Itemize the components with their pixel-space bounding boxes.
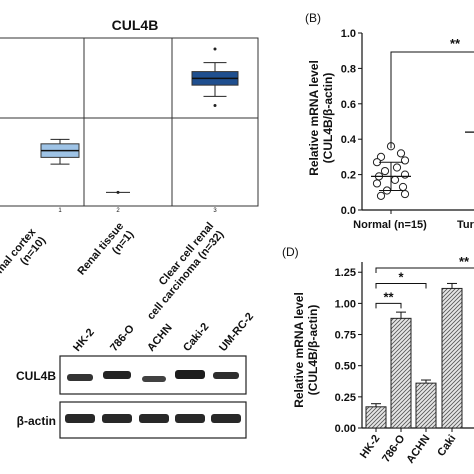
panel-b-ytick-label: 0.4	[341, 134, 357, 146]
panel-d-ytick-label: 0.25	[335, 392, 356, 404]
panel-d-xtick-group: HK-2	[358, 433, 383, 461]
panel-b-sig-bracket	[390, 51, 474, 149]
panel-d-axis: 0.00 0.25 0.50 0.75 1.00 1.25	[335, 262, 474, 435]
blot-row-label-actin: β-actin	[17, 414, 56, 428]
cul4b-band	[213, 372, 239, 379]
box-outlier-3-2	[213, 103, 217, 107]
panel-b-ytick-label: 0.8	[341, 63, 356, 75]
panel-d-xtick-group: ACHN	[404, 433, 432, 466]
normal-point	[398, 182, 408, 192]
sig-mark-2: *	[398, 269, 404, 284]
actin-band	[139, 414, 169, 423]
normal-point	[400, 156, 410, 165]
panel-b-ytick-label: 0.6	[341, 99, 356, 111]
cul4b-band	[142, 376, 166, 382]
sig-bracket-1	[375, 302, 402, 309]
group-number-3: 3	[213, 208, 217, 214]
lane-label-caki2: Caki-2	[181, 321, 211, 354]
panel-b-ylabel-1: Relative mRNA level	[307, 60, 321, 176]
normal-point	[400, 189, 410, 199]
panel-d-xtick-label: HK-2	[358, 433, 383, 461]
panel-a-title: CUL4B	[112, 17, 159, 33]
panel-b-axis: 0.0 0.2 0.4 0.6 0.8 1.0	[341, 28, 474, 217]
actin-band	[211, 414, 241, 423]
bar-786-o	[390, 317, 412, 429]
panel-d-ylabel-1: Relative mRNA level	[292, 292, 306, 408]
normal-point	[396, 149, 406, 158]
normal-point	[400, 170, 410, 179]
panel-d-bars	[365, 282, 463, 429]
panel-b-ylabel-2: (CUL4B/β-actin)	[321, 73, 335, 164]
actin-band	[175, 414, 205, 423]
panel-d-xtick-label: Caki	[435, 433, 458, 459]
panel-b-significance: **	[450, 36, 461, 51]
panel-d-ytick-label: 0.75	[335, 330, 356, 342]
normal-point	[380, 166, 390, 176]
bar-caki	[441, 287, 463, 429]
sig-mark-1: **	[383, 289, 394, 304]
panel-b-label: (B)	[305, 11, 321, 25]
box-outlier-3-1	[213, 47, 217, 51]
blot-row-label-cul4b: CUL4B	[16, 369, 56, 383]
panel-d-xtick-label: 786-O	[380, 432, 408, 464]
panel-d-xtick-group: Caki	[435, 433, 458, 459]
box-point-2	[116, 190, 120, 194]
panel-d-xtick-group: 786-O	[380, 432, 408, 464]
cul4b-band	[103, 371, 131, 379]
lane-label-hk2: HK-2	[71, 327, 97, 354]
cul4b-band	[67, 374, 93, 381]
normal-point	[372, 179, 382, 188]
panel-c: HK-2 786-O ACHN Caki-2 UM-RC-2 CUL4B β-a…	[16, 311, 256, 439]
panel-b-points	[371, 51, 474, 200]
panel-a: CUL4B 1 2 3 rmal cortex (n=10) Renal tis…	[0, 17, 259, 322]
normal-point	[376, 191, 386, 200]
panel-d-label: (D)	[282, 245, 299, 259]
sig-bracket-2	[375, 282, 427, 289]
cul4b-band	[175, 370, 205, 379]
panel-b-ytick-label: 0.2	[341, 170, 356, 182]
panel-d-xtick-label: ACHN	[404, 433, 432, 466]
panel-d-ylabel-2: (CUL4B/β-actin)	[306, 305, 320, 396]
panel-b-ytick-label: 1.0	[341, 28, 356, 40]
actin-band	[102, 414, 132, 423]
lane-label-umrc2: UM-RC-2	[217, 311, 256, 354]
lane-label-achn: ACHN	[145, 322, 175, 354]
panel-d-ytick-label: 1.00	[335, 298, 356, 310]
sig-mark-3: **	[459, 254, 470, 269]
panel-d-ytick-label: 0.50	[335, 361, 356, 373]
bar-hk-2	[365, 406, 387, 429]
group-number-2: 2	[116, 208, 120, 214]
normal-point	[390, 175, 400, 185]
panel-b: (B) Relative mRNA level (CUL4B/β-actin) …	[305, 11, 474, 231]
panel-d-ytick-label: 0.00	[335, 423, 356, 435]
panel-a-boxes	[40, 47, 239, 194]
blot-bands	[65, 370, 241, 423]
normal-point	[392, 163, 402, 172]
group-number-1: 1	[58, 208, 62, 214]
bar-achn	[415, 382, 437, 429]
actin-band	[65, 414, 95, 423]
panel-b-xtick-tumor: Tur	[457, 219, 474, 231]
panel-a-grid	[0, 37, 259, 207]
panel-a-frame	[0, 37, 259, 207]
normal-point	[376, 152, 386, 161]
panel-b-xtick-normal: Normal (n=15)	[353, 219, 427, 231]
sig-bracket-3	[375, 267, 474, 273]
panel-b-ytick-label: 0.0	[341, 205, 356, 217]
lane-label-786o: 786-O	[108, 322, 137, 353]
panel-d-significance: *****	[375, 254, 474, 309]
group-label-3b: cell carcinoma (n=32)	[145, 228, 227, 322]
panel-d-ytick-label: 1.25	[335, 267, 356, 279]
panel-d: (D) Relative mRNA level (CUL4B/β-actin) …	[282, 245, 474, 466]
